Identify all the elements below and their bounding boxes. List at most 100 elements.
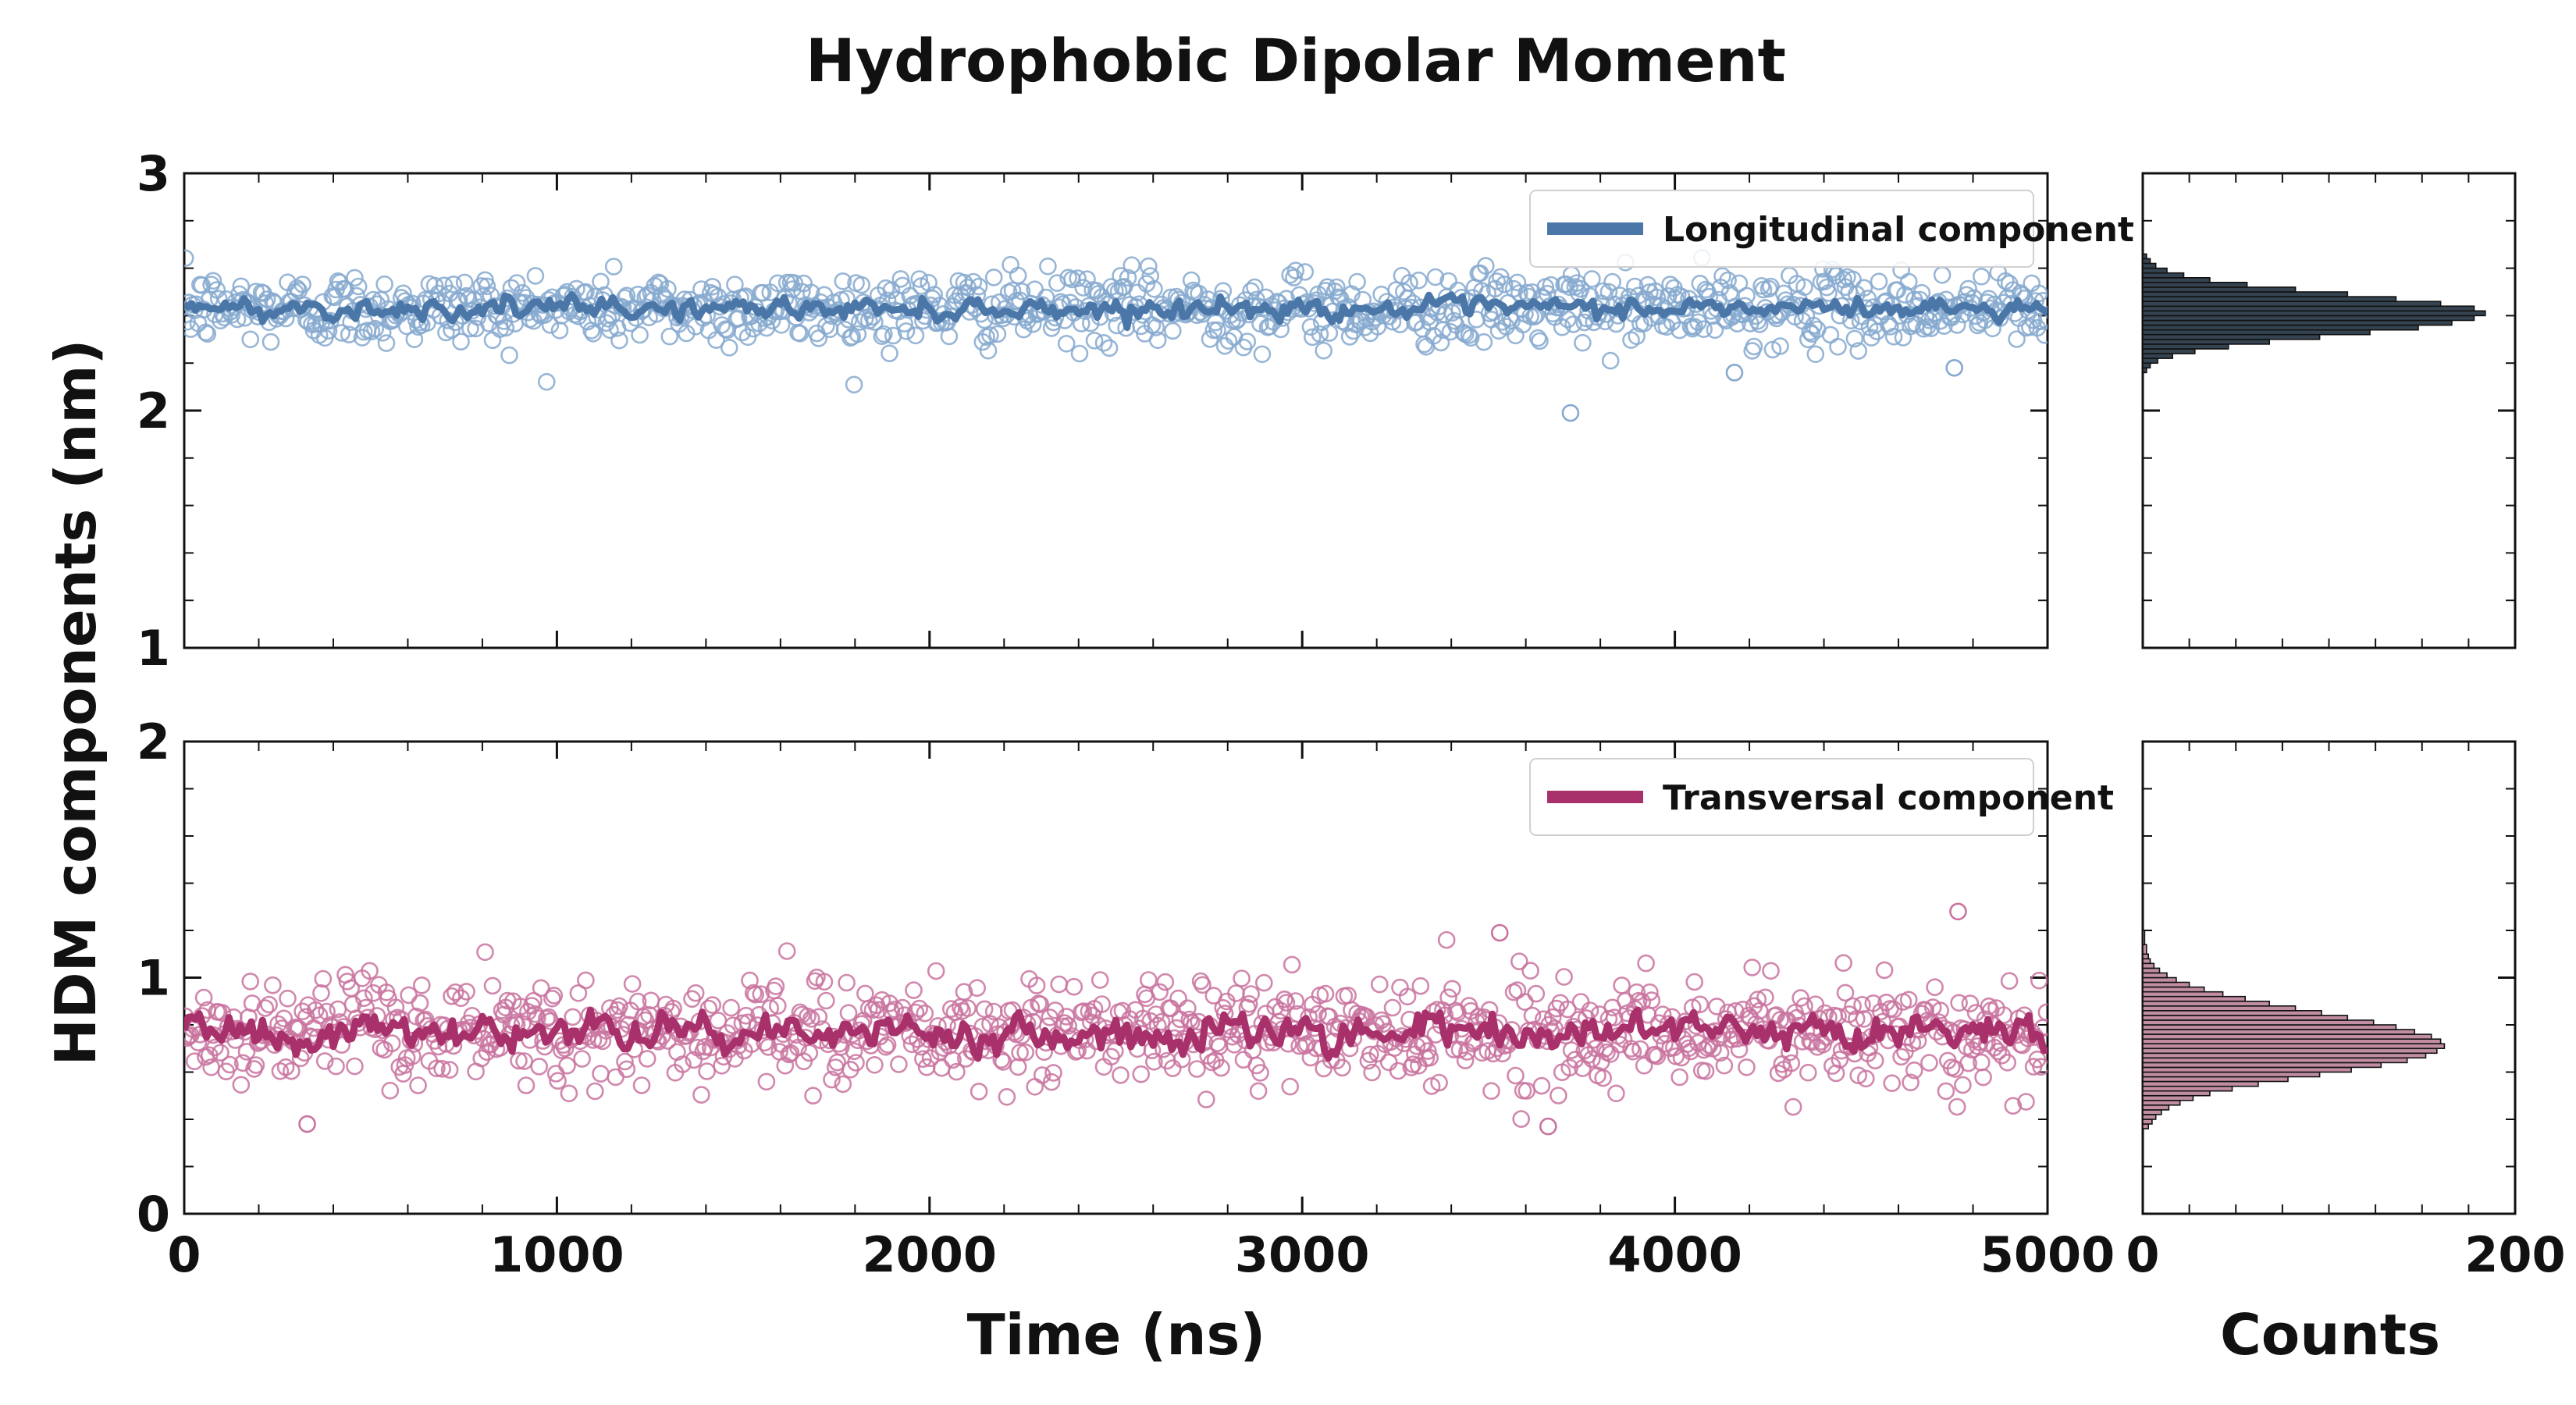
bottom-data-point: [1379, 1053, 1398, 1072]
bottom-data-point: [185, 1052, 204, 1070]
bottom-data-point: [1857, 1069, 1875, 1088]
bottom-data-point: [1059, 1016, 1077, 1035]
top-data-point: [197, 323, 215, 342]
bottom-data-point: [1622, 1040, 1640, 1058]
bottom-hist-bar: [2142, 967, 2161, 974]
bottom-data-point: [2030, 971, 2048, 990]
top-data-point: [1215, 336, 1234, 355]
bottom-data-point: [525, 991, 543, 1010]
bottom-data-point: [863, 1001, 882, 1019]
bottom-data-point: [189, 1033, 208, 1051]
bottom-data-point: [1875, 961, 1894, 980]
top-data-point: [537, 372, 556, 391]
bottom-data-point: [545, 987, 564, 1005]
top-histogram-panel: [2141, 172, 2517, 649]
bottom-data-point: [815, 973, 834, 991]
bottom-data-point: [1482, 1082, 1500, 1100]
bottom-time-series-panel: 0 1000 2000 3000 4000 5000 0 1 2 Transversal comp…: [137, 713, 2115, 1283]
bottom-data-point: [1443, 980, 1461, 998]
top-hist-bar: [2142, 362, 2151, 369]
bottom-data-point: [1711, 1044, 1730, 1062]
bottom-data-point: [906, 1003, 925, 1022]
top-data-point: [1400, 274, 1418, 292]
bottom-hist-bar: [2142, 1029, 2416, 1035]
bottom-data-point: [664, 999, 682, 1018]
bottom-data-point: [1456, 1051, 1475, 1069]
bottom-data-point: [1031, 995, 1050, 1013]
bottom-data-point: [845, 1042, 863, 1061]
bottom-data-point: [1389, 1062, 1407, 1080]
bottom-data-point: [638, 1050, 656, 1068]
top-data-point: [834, 272, 852, 290]
bottom-data-point: [948, 1062, 966, 1081]
bottom-hist-x-tick-label: 200: [2464, 1226, 2565, 1283]
bottom-data-point: [1738, 1058, 1756, 1076]
bottom-data-point: [1156, 973, 1175, 991]
top-data-group: [184, 248, 2048, 422]
top-data-point: [891, 270, 910, 288]
bottom-data-point: [1544, 1008, 1562, 1026]
bottom-data-point: [1571, 993, 1590, 1011]
bottom-data-point: [382, 1034, 401, 1052]
bottom-data-point: [1905, 1061, 1923, 1080]
bottom-data-point: [777, 942, 796, 960]
bottom-data-point: [1950, 994, 1968, 1012]
bottom-data-point: [1112, 1066, 1130, 1084]
bottom-data-point: [890, 1055, 908, 1073]
bottom-data-point: [560, 1084, 578, 1103]
bottom-data-point: [1937, 1082, 1955, 1101]
bottom-x-tick-label: 1000: [489, 1226, 624, 1283]
bottom-hist-bar: [2142, 1043, 2446, 1049]
bottom-data-point: [446, 983, 464, 1001]
bottom-data-point: [1899, 991, 1918, 1009]
top-data-point: [338, 297, 357, 315]
bottom-data-point: [1445, 1040, 1463, 1058]
top-data-point: [483, 331, 502, 350]
bottom-hist-bar: [2142, 1038, 2442, 1044]
bottom-data-point: [1931, 1001, 1949, 1019]
bottom-data-point: [1277, 994, 1296, 1012]
top-data-point: [1933, 265, 1952, 284]
bottom-data-point: [1251, 1064, 1269, 1082]
top-hist-bar: [2142, 262, 2157, 269]
bottom-data-point: [746, 985, 764, 1004]
bottom-data-point: [1555, 968, 1573, 986]
bottom-data-point: [1834, 954, 1852, 972]
bottom-data-point: [692, 1086, 710, 1104]
top-data-point: [1426, 268, 1445, 286]
top-data-point: [394, 284, 412, 303]
bottom-hist-x-tick-label: 0: [2126, 1226, 2159, 1283]
bottom-data-point: [532, 979, 550, 998]
bottom-data-point: [564, 1008, 582, 1026]
bottom-data-point: [1194, 976, 1212, 994]
bottom-data-point: [1363, 1063, 1381, 1082]
top-data-point: [713, 316, 731, 334]
bottom-y-tick-label: 1: [137, 950, 170, 1007]
top-data-point: [1039, 257, 1057, 276]
top-data-point: [1912, 283, 1931, 302]
bottom-data-point: [1920, 1054, 1938, 1072]
bottom-data-point: [699, 999, 718, 1018]
top-data-point: [897, 322, 916, 340]
top-data-point: [791, 324, 809, 343]
bottom-data-point: [1521, 962, 1539, 980]
bottom-data-point: [1853, 996, 1871, 1014]
top-data-point: [852, 276, 870, 294]
bottom-data-point: [1816, 1004, 1834, 1023]
top-data-point: [1695, 320, 1713, 339]
top-data-point: [1148, 331, 1167, 350]
bottom-data-point: [593, 1032, 612, 1051]
top-data-point: [1311, 325, 1329, 343]
bottom-data-point: [1288, 1005, 1307, 1023]
bottom-legend-box: [1529, 758, 2034, 836]
top-data-point: [1002, 255, 1019, 274]
bottom-data-point: [616, 1052, 634, 1071]
bottom-hist-bar: [2142, 1114, 2157, 1120]
bottom-data-point: [346, 1057, 364, 1076]
top-data-point: [845, 375, 863, 394]
bottom-hist-bar: [2142, 1001, 2270, 1007]
top-data-point: [1894, 329, 1912, 347]
bottom-data-point: [411, 994, 429, 1012]
bottom-data-point: [756, 1033, 774, 1052]
bottom-data-point: [2017, 1093, 2035, 1111]
